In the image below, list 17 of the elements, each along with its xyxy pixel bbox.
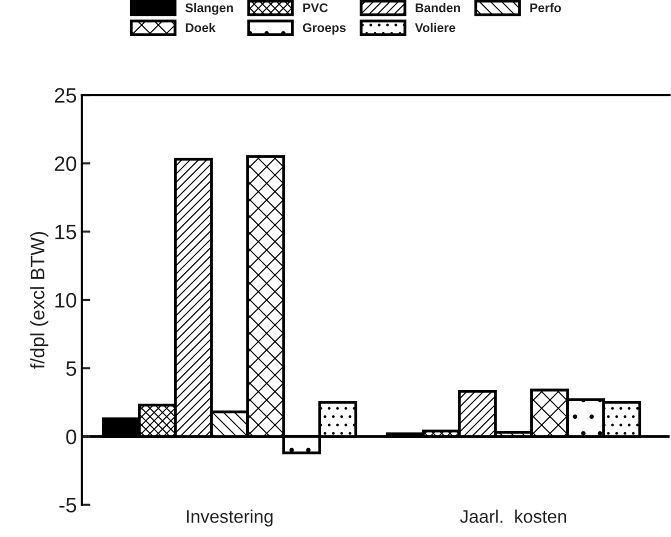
y-tick-label: 25 [54,88,76,103]
legend-label: Banden [416,3,460,12]
legend-label: PVC [303,3,328,12]
x-tick-label: Investering [187,510,273,526]
x-tick-label: Jaarl. kosten [460,510,566,523]
legend-label: Voliere [415,22,456,32]
legend-label: Doek [186,22,216,32]
y-axis-title: f/dpl (excl BTW) [30,232,48,369]
y-tick-label: 20 [54,156,76,172]
y-tick-label: 15 [55,224,76,240]
y-tick-label: 0 [66,429,76,444]
y-tick-label: -5 [59,498,76,513]
y-tick-label: 5 [66,361,76,376]
y-tick-label: 10 [55,292,76,308]
legend-label: Perfo [530,3,561,12]
legend-label: Slangen [185,3,233,15]
legend-label: Groeps [302,23,346,35]
